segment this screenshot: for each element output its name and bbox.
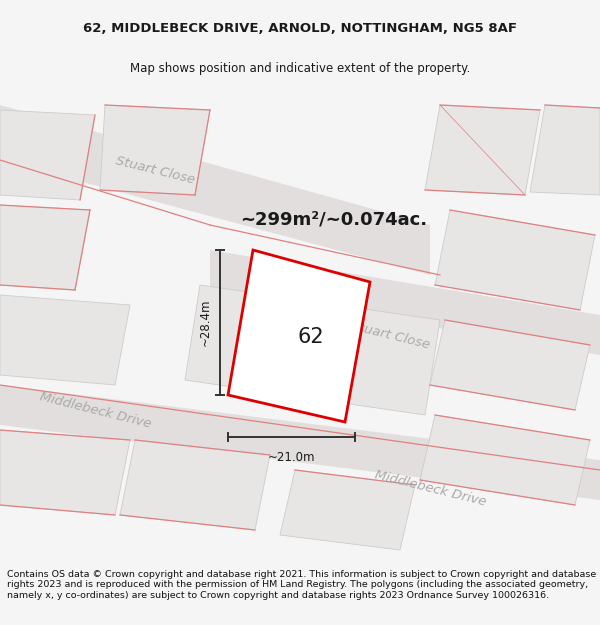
Text: Stuart Close: Stuart Close bbox=[114, 154, 196, 186]
Polygon shape bbox=[228, 250, 370, 422]
Text: 62, MIDDLEBECK DRIVE, ARNOLD, NOTTINGHAM, NG5 8AF: 62, MIDDLEBECK DRIVE, ARNOLD, NOTTINGHAM… bbox=[83, 22, 517, 35]
Text: ~28.4m: ~28.4m bbox=[199, 299, 212, 346]
Polygon shape bbox=[530, 105, 600, 195]
Polygon shape bbox=[210, 250, 600, 355]
Polygon shape bbox=[280, 470, 415, 550]
Polygon shape bbox=[100, 105, 210, 195]
Polygon shape bbox=[0, 295, 130, 385]
Polygon shape bbox=[120, 440, 270, 530]
Text: ~21.0m: ~21.0m bbox=[268, 451, 315, 464]
Polygon shape bbox=[0, 385, 600, 500]
Polygon shape bbox=[0, 430, 130, 515]
Text: Map shows position and indicative extent of the property.: Map shows position and indicative extent… bbox=[130, 62, 470, 75]
Text: Stuart Close: Stuart Close bbox=[349, 319, 431, 351]
Text: ~299m²/~0.074ac.: ~299m²/~0.074ac. bbox=[240, 211, 427, 229]
Polygon shape bbox=[425, 105, 540, 195]
Text: Contains OS data © Crown copyright and database right 2021. This information is : Contains OS data © Crown copyright and d… bbox=[7, 570, 596, 600]
Polygon shape bbox=[0, 110, 95, 200]
Polygon shape bbox=[0, 205, 90, 290]
Polygon shape bbox=[420, 415, 590, 505]
Text: Middlebeck Drive: Middlebeck Drive bbox=[373, 468, 487, 508]
Text: 62: 62 bbox=[298, 328, 325, 348]
Polygon shape bbox=[0, 105, 430, 275]
Polygon shape bbox=[430, 320, 590, 410]
Polygon shape bbox=[185, 285, 440, 415]
Text: Middlebeck Drive: Middlebeck Drive bbox=[38, 390, 152, 430]
Polygon shape bbox=[435, 210, 595, 310]
